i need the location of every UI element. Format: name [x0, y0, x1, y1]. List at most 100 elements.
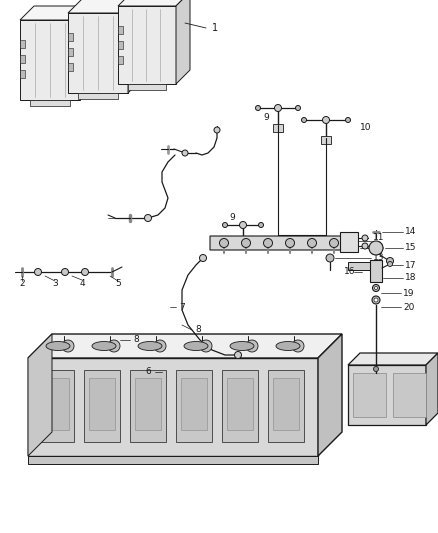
Polygon shape — [222, 370, 258, 442]
Polygon shape — [135, 378, 161, 430]
Circle shape — [388, 262, 392, 266]
Polygon shape — [340, 232, 358, 252]
Circle shape — [241, 238, 251, 247]
Circle shape — [258, 222, 264, 228]
Polygon shape — [210, 236, 351, 250]
Polygon shape — [38, 370, 74, 442]
Polygon shape — [176, 0, 190, 84]
Circle shape — [240, 222, 247, 229]
Circle shape — [199, 254, 206, 262]
Circle shape — [223, 222, 227, 228]
Circle shape — [35, 269, 42, 276]
Polygon shape — [68, 63, 73, 71]
Text: 2: 2 — [19, 279, 25, 288]
Circle shape — [374, 287, 378, 289]
Polygon shape — [181, 378, 207, 430]
Circle shape — [275, 104, 282, 111]
Polygon shape — [273, 124, 283, 132]
Circle shape — [234, 351, 241, 359]
Polygon shape — [28, 456, 318, 464]
Polygon shape — [348, 262, 372, 270]
Polygon shape — [68, 33, 73, 41]
Polygon shape — [20, 40, 25, 48]
Polygon shape — [128, 84, 166, 90]
Text: 17: 17 — [405, 261, 417, 270]
Circle shape — [307, 238, 317, 247]
Polygon shape — [353, 373, 386, 417]
Polygon shape — [28, 334, 52, 456]
Polygon shape — [84, 370, 120, 442]
Circle shape — [374, 298, 378, 302]
Polygon shape — [80, 6, 94, 100]
Ellipse shape — [184, 342, 208, 351]
Circle shape — [108, 340, 120, 352]
Text: 18: 18 — [405, 273, 417, 282]
Polygon shape — [118, 0, 190, 6]
Circle shape — [369, 241, 383, 255]
Circle shape — [362, 243, 368, 249]
Circle shape — [372, 296, 380, 304]
Text: 19: 19 — [403, 288, 414, 297]
Text: 5: 5 — [115, 279, 121, 288]
Circle shape — [322, 117, 329, 124]
Polygon shape — [321, 136, 331, 144]
Polygon shape — [176, 370, 212, 442]
Circle shape — [296, 106, 300, 110]
Text: 4: 4 — [79, 279, 85, 287]
Ellipse shape — [138, 342, 162, 351]
Circle shape — [326, 254, 334, 262]
Circle shape — [386, 257, 393, 264]
Circle shape — [255, 106, 261, 110]
Polygon shape — [128, 0, 142, 93]
Text: 8: 8 — [195, 326, 201, 335]
Polygon shape — [20, 70, 25, 78]
Circle shape — [62, 340, 74, 352]
Circle shape — [292, 340, 304, 352]
Text: 15: 15 — [405, 244, 417, 253]
Circle shape — [219, 238, 229, 247]
Circle shape — [346, 117, 350, 123]
Polygon shape — [118, 26, 123, 34]
Text: 14: 14 — [405, 228, 417, 237]
Polygon shape — [30, 100, 70, 106]
Text: 1: 1 — [212, 23, 218, 33]
Polygon shape — [348, 365, 426, 425]
Polygon shape — [118, 6, 176, 84]
Polygon shape — [393, 373, 426, 417]
Polygon shape — [227, 378, 253, 430]
Circle shape — [286, 238, 294, 247]
Circle shape — [372, 285, 379, 292]
Circle shape — [329, 238, 339, 247]
Polygon shape — [20, 55, 25, 63]
Text: 13: 13 — [373, 254, 385, 262]
Text: 8: 8 — [133, 335, 139, 344]
Circle shape — [61, 269, 68, 276]
Polygon shape — [20, 20, 80, 100]
Circle shape — [301, 117, 307, 123]
Ellipse shape — [230, 342, 254, 351]
Polygon shape — [118, 41, 123, 49]
Text: 9: 9 — [263, 114, 269, 123]
Circle shape — [246, 340, 258, 352]
Polygon shape — [426, 353, 438, 425]
Polygon shape — [89, 378, 115, 430]
Ellipse shape — [276, 342, 300, 351]
Text: 9: 9 — [229, 214, 235, 222]
Polygon shape — [370, 260, 382, 282]
Text: 16: 16 — [344, 268, 356, 277]
Polygon shape — [28, 358, 318, 456]
Text: 6: 6 — [145, 367, 151, 376]
Circle shape — [154, 340, 166, 352]
Text: 3: 3 — [52, 279, 58, 288]
Circle shape — [81, 269, 88, 276]
Text: 11: 11 — [373, 233, 385, 243]
Ellipse shape — [92, 342, 116, 351]
Text: 20: 20 — [403, 303, 414, 311]
Text: 10: 10 — [360, 124, 371, 133]
Polygon shape — [118, 56, 123, 64]
Polygon shape — [268, 370, 304, 442]
Polygon shape — [68, 48, 73, 56]
Polygon shape — [68, 0, 142, 13]
Polygon shape — [20, 6, 94, 20]
Circle shape — [362, 235, 368, 241]
